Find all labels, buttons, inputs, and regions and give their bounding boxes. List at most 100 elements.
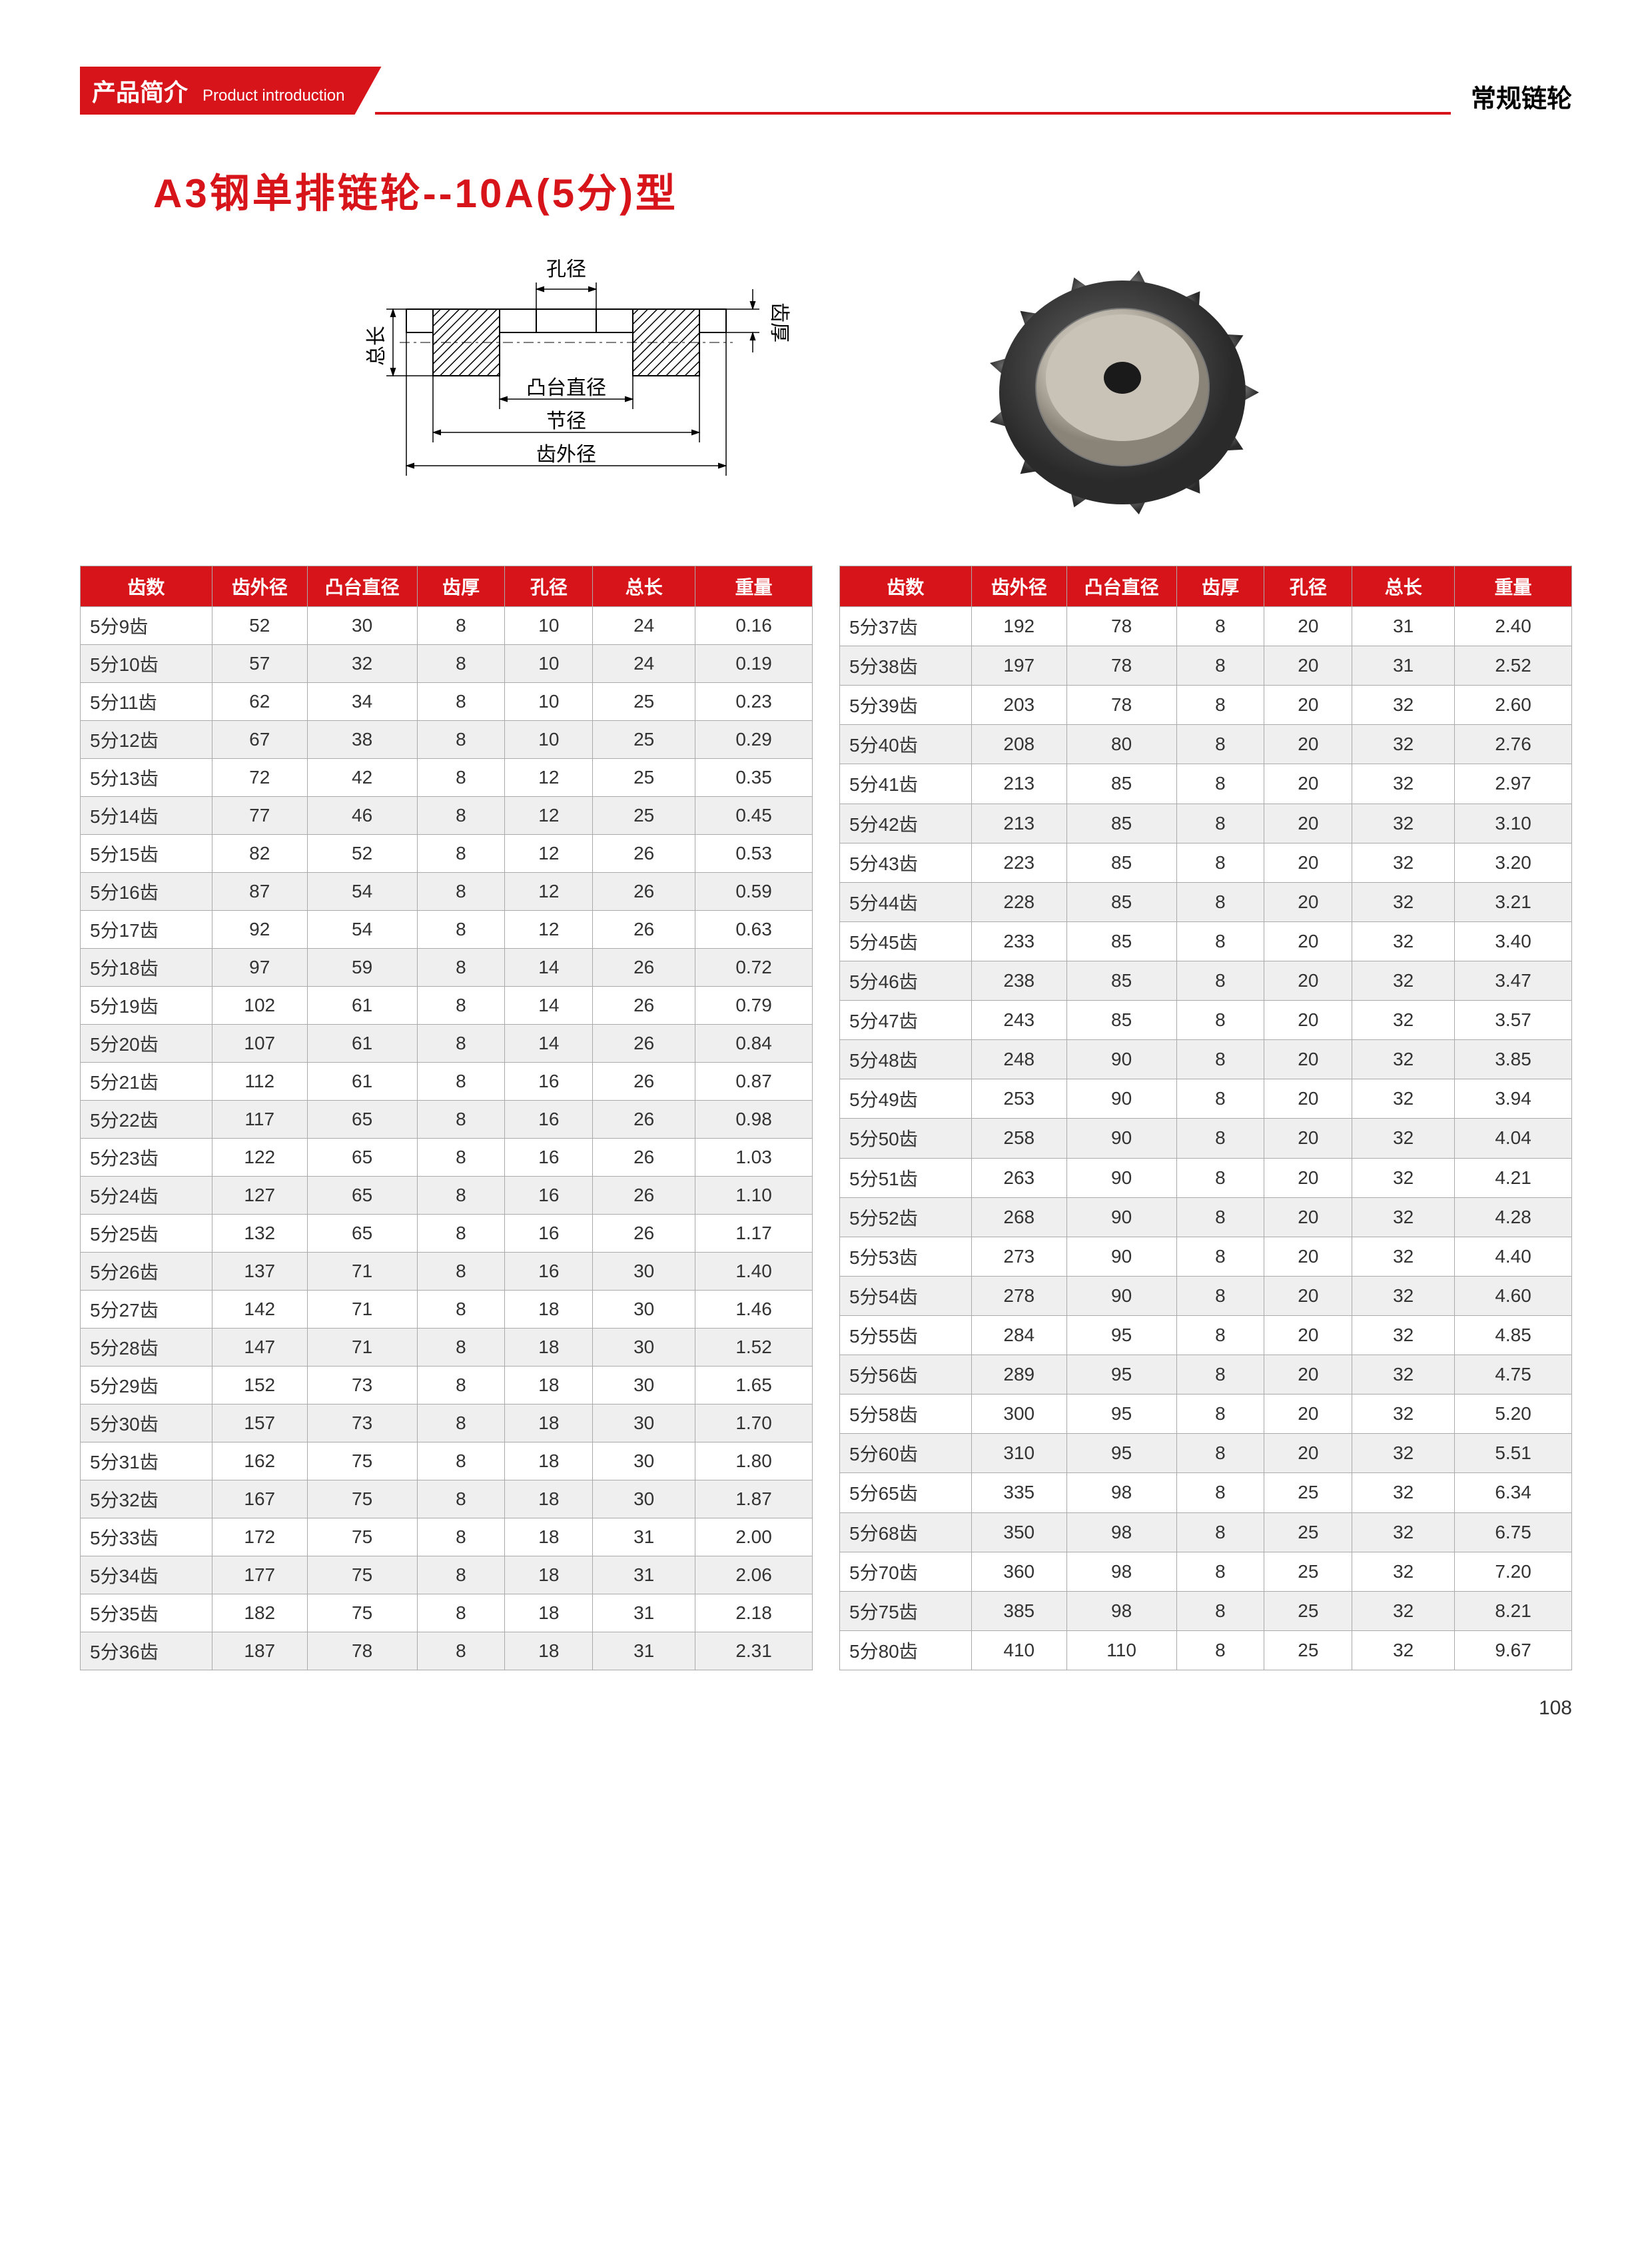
table-cell: 18 xyxy=(505,1442,593,1480)
table-cell: 385 xyxy=(971,1591,1066,1630)
table-cell: 32 xyxy=(1352,1040,1455,1079)
section-tab: 产品简介 Product introduction xyxy=(80,67,382,115)
table-cell: 26 xyxy=(593,1139,695,1177)
table-cell: 8 xyxy=(1176,1512,1264,1552)
table-cell: 0.45 xyxy=(695,797,813,835)
table-cell: 20 xyxy=(1264,1197,1352,1237)
table-cell: 0.59 xyxy=(695,873,813,911)
table-cell: 92 xyxy=(212,911,307,949)
table-cell: 8 xyxy=(417,645,505,683)
table-cell: 65 xyxy=(307,1215,417,1253)
table-cell: 32 xyxy=(1352,1315,1455,1355)
table-cell: 157 xyxy=(212,1404,307,1442)
table-cell: 24 xyxy=(593,607,695,645)
table-cell: 3.21 xyxy=(1455,882,1572,921)
table-cell: 54 xyxy=(307,873,417,911)
table-cell: 20 xyxy=(1264,1395,1352,1434)
table-cell: 82 xyxy=(212,835,307,873)
table-cell: 8 xyxy=(417,1101,505,1139)
table-header-cell: 凸台直径 xyxy=(1066,566,1176,607)
table-cell: 1.10 xyxy=(695,1177,813,1215)
table-cell: 31 xyxy=(593,1556,695,1594)
table-cell: 8 xyxy=(1176,1001,1264,1040)
table-cell: 25 xyxy=(1264,1473,1352,1512)
table-cell: 0.87 xyxy=(695,1063,813,1101)
table-cell: 62 xyxy=(212,683,307,721)
table-cell: 278 xyxy=(971,1276,1066,1315)
table-cell: 30 xyxy=(307,607,417,645)
table-cell: 167 xyxy=(212,1480,307,1518)
table-cell: 5分41齿 xyxy=(840,764,972,804)
table-cell: 5分60齿 xyxy=(840,1434,972,1473)
table-row: 5分43齿22385820323.20 xyxy=(840,843,1572,882)
table-cell: 34 xyxy=(307,683,417,721)
table-cell: 0.98 xyxy=(695,1101,813,1139)
table-cell: 258 xyxy=(971,1119,1066,1158)
table-cell: 16 xyxy=(505,1253,593,1291)
table-cell: 8 xyxy=(417,1442,505,1480)
table-cell: 177 xyxy=(212,1556,307,1594)
table-header-row: 齿数齿外径凸台直径齿厚孔径总长重量 xyxy=(81,566,813,607)
table-cell: 273 xyxy=(971,1237,1066,1276)
table-cell: 310 xyxy=(971,1434,1066,1473)
table-cell: 8 xyxy=(417,797,505,835)
table-cell: 98 xyxy=(1066,1552,1176,1591)
table-cell: 8 xyxy=(1176,1434,1264,1473)
table-cell: 5分35齿 xyxy=(81,1594,212,1632)
table-cell: 5分38齿 xyxy=(840,646,972,686)
table-cell: 122 xyxy=(212,1139,307,1177)
table-cell: 8 xyxy=(1176,1552,1264,1591)
table-cell: 85 xyxy=(1066,804,1176,843)
table-cell: 0.63 xyxy=(695,911,813,949)
table-row: 5分23齿12265816261.03 xyxy=(81,1139,813,1177)
table-cell: 3.47 xyxy=(1455,961,1572,1000)
table-header-cell: 孔径 xyxy=(1264,566,1352,607)
table-row: 5分11齿6234810250.23 xyxy=(81,683,813,721)
table-row: 5分25齿13265816261.17 xyxy=(81,1215,813,1253)
table-cell: 30 xyxy=(593,1442,695,1480)
table-cell: 1.65 xyxy=(695,1367,813,1404)
table-cell: 1.87 xyxy=(695,1480,813,1518)
table-cell: 26 xyxy=(593,1063,695,1101)
table-cell: 8 xyxy=(1176,725,1264,764)
table-cell: 187 xyxy=(212,1632,307,1670)
table-cell: 5分29齿 xyxy=(81,1367,212,1404)
table-cell: 5分9齿 xyxy=(81,607,212,645)
table-header-cell: 重量 xyxy=(695,566,813,607)
table-cell: 5分13齿 xyxy=(81,759,212,797)
table-cell: 8 xyxy=(1176,1197,1264,1237)
table-cell: 87 xyxy=(212,873,307,911)
table-cell: 5分27齿 xyxy=(81,1291,212,1329)
diagram-label-outer: 齿外径 xyxy=(536,444,596,466)
table-cell: 208 xyxy=(971,725,1066,764)
table-cell: 10 xyxy=(505,607,593,645)
table-cell: 75 xyxy=(307,1518,417,1556)
table-cell: 31 xyxy=(593,1632,695,1670)
table-cell: 25 xyxy=(593,683,695,721)
table-cell: 300 xyxy=(971,1395,1066,1434)
table-row: 5分42齿21385820323.10 xyxy=(840,804,1572,843)
table-cell: 8 xyxy=(1176,1473,1264,1512)
table-cell: 30 xyxy=(593,1291,695,1329)
table-cell: 32 xyxy=(1352,1395,1455,1434)
table-cell: 8 xyxy=(417,1556,505,1594)
table-cell: 2.06 xyxy=(695,1556,813,1594)
table-row: 5分31齿16275818301.80 xyxy=(81,1442,813,1480)
table-cell: 25 xyxy=(1264,1512,1352,1552)
table-cell: 5分70齿 xyxy=(840,1552,972,1591)
table-cell: 5分52齿 xyxy=(840,1197,972,1237)
table-cell: 31 xyxy=(593,1518,695,1556)
table-cell: 5分22齿 xyxy=(81,1101,212,1139)
table-cell: 95 xyxy=(1066,1355,1176,1395)
table-cell: 8 xyxy=(417,987,505,1025)
table-cell: 5分11齿 xyxy=(81,683,212,721)
table-cell: 20 xyxy=(1264,1237,1352,1276)
table-cell: 20 xyxy=(1264,1315,1352,1355)
table-cell: 4.21 xyxy=(1455,1158,1572,1197)
table-cell: 95 xyxy=(1066,1434,1176,1473)
table-cell: 213 xyxy=(971,764,1066,804)
table-cell: 8 xyxy=(1176,882,1264,921)
table-cell: 71 xyxy=(307,1253,417,1291)
table-cell: 8 xyxy=(417,1291,505,1329)
table-cell: 32 xyxy=(1352,725,1455,764)
